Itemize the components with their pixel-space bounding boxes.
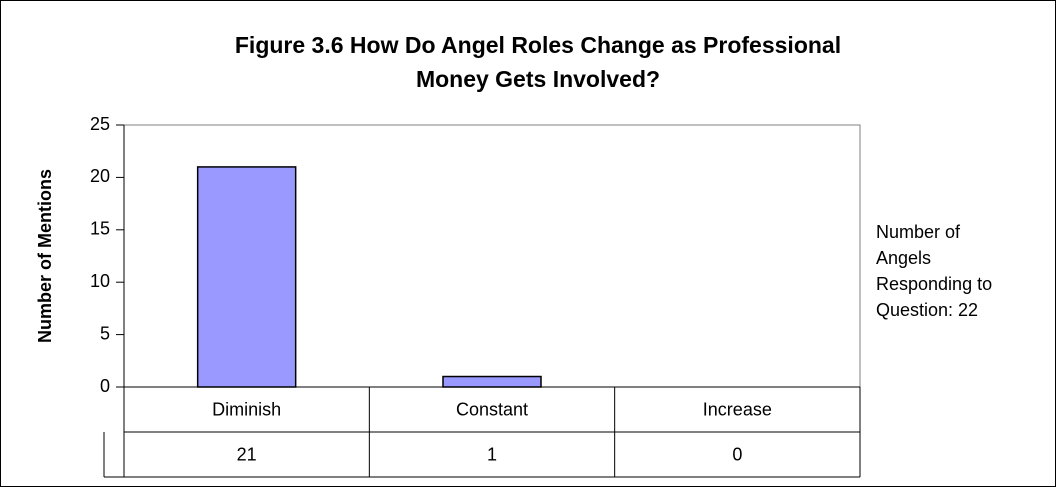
x-tick-label: Constant bbox=[456, 399, 528, 419]
bar bbox=[442, 375, 542, 388]
y-tick-label: 20 bbox=[90, 166, 110, 186]
annotation: Number of bbox=[876, 222, 961, 242]
annotation: Question: 22 bbox=[876, 300, 978, 320]
data-table-value: 0 bbox=[732, 444, 742, 464]
y-tick-label: 10 bbox=[90, 271, 110, 291]
y-tick-label: 15 bbox=[90, 219, 110, 239]
y-tick-label: 0 bbox=[100, 376, 110, 396]
y-axis-label: Number of Mentions bbox=[35, 169, 55, 343]
y-tick-label: 25 bbox=[90, 114, 110, 134]
bar bbox=[196, 166, 297, 388]
data-table-value: 1 bbox=[487, 444, 497, 464]
annotation: Angels bbox=[876, 248, 931, 268]
data-table-value: 21 bbox=[237, 444, 257, 464]
x-tick-label: Diminish bbox=[212, 399, 281, 419]
annotation: Responding to bbox=[876, 274, 992, 294]
chart-title: Figure 3.6 How Do Angel Roles Change as … bbox=[235, 32, 841, 58]
chart-title: Money Gets Involved? bbox=[416, 66, 660, 92]
y-tick-label: 5 bbox=[100, 323, 110, 343]
x-tick-label: Increase bbox=[703, 399, 772, 419]
